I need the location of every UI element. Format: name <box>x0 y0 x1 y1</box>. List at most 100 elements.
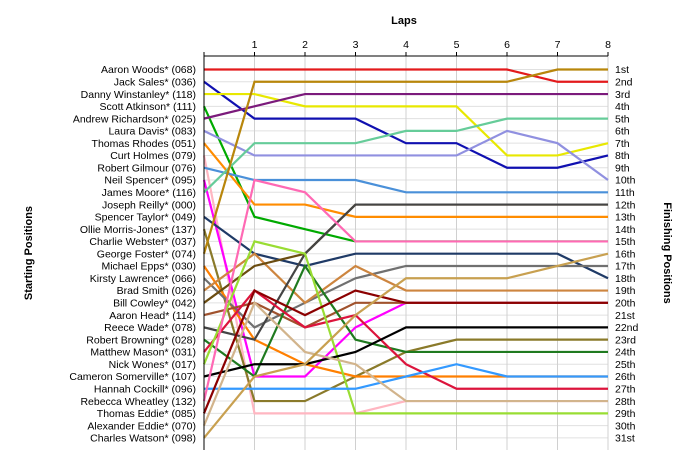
series-line-17 <box>203 252 608 305</box>
series-line-9 <box>203 166 608 194</box>
starting-label: Nick Wones* (017) <box>109 359 196 371</box>
starting-label: George Foster* (074) <box>97 248 196 260</box>
lap-tick-labels: 1 2 3 4 5 6 7 8 <box>252 39 612 51</box>
starting-label: Jack Sales* (036) <box>114 76 196 88</box>
finishing-label: 8th <box>615 150 630 162</box>
lap-tick-label: 3 <box>353 39 359 51</box>
starting-label: Thomas Eddie* (085) <box>97 408 196 420</box>
series-line-12 <box>203 215 609 280</box>
lap-tick-label: 7 <box>555 39 561 51</box>
starting-label: Michael Epps* (030) <box>101 261 196 273</box>
finishing-label: 14th <box>615 224 636 236</box>
series-line-7 <box>203 142 608 218</box>
starting-label: Robert Browning* (028) <box>86 334 196 346</box>
starting-label: Thomas Rhodes (051) <box>92 138 196 150</box>
series-line-5 <box>203 92 608 120</box>
series-line-2 <box>203 80 609 169</box>
series-line-20 <box>203 203 608 341</box>
finishing-label: 2nd <box>615 76 633 88</box>
starting-label: Brad Smith (026) <box>117 285 196 297</box>
series-line-27 <box>202 289 608 414</box>
starting-label: Andrew Richardson* (025) <box>73 113 196 125</box>
series-line-14 <box>202 68 608 255</box>
starting-label: Joseph Reilly* (000) <box>102 199 196 211</box>
left-axis-title: Starting Positions <box>23 206 35 300</box>
starting-label: Neil Spencer* (095) <box>104 175 196 187</box>
starting-label: Aaron Woods* (068) <box>101 64 196 76</box>
finishing-label: 11th <box>615 187 635 199</box>
starting-label: Bill Cowley* (042) <box>113 298 196 310</box>
finishing-label: 28th <box>615 396 636 408</box>
starting-label: Charlie Webster* (037) <box>89 236 196 248</box>
starting-position-labels: Aaron Woods* (068)Jack Sales* (036)Danny… <box>69 64 196 444</box>
finishing-label: 9th <box>615 162 630 174</box>
series-line-22 <box>203 289 608 390</box>
series-line-26 <box>202 178 608 402</box>
finishing-label: 7th <box>615 138 630 150</box>
starting-label: Matthew Mason* (031) <box>90 347 196 359</box>
lap-tick-label: 8 <box>605 39 611 51</box>
finishing-label: 30th <box>615 420 636 432</box>
finishing-label: 20th <box>615 298 636 310</box>
finishing-label: 18th <box>615 273 636 285</box>
finishing-label: 31st <box>615 433 635 445</box>
series-line-1 <box>204 68 608 83</box>
starting-label: Danny Winstanley* (118) <box>81 89 196 101</box>
finishing-label: 17th <box>615 261 636 273</box>
starting-label: Robert Gilmour (076) <box>97 162 196 174</box>
finishing-label: 25th <box>615 359 636 371</box>
series-line-6 <box>203 129 609 181</box>
finishing-label: 5th <box>615 113 630 125</box>
series-line-29 <box>203 252 609 439</box>
starting-label: Spencer Taylor* (049) <box>95 212 196 224</box>
starting-label: Scott Atkinson* (111) <box>100 101 197 113</box>
starting-label: Kirsty Lawrence* (066) <box>90 273 196 285</box>
starting-label: Reece Wade* (078) <box>104 322 196 334</box>
finishing-label: 16th <box>615 248 636 260</box>
starting-label: Aaron Head* (114) <box>109 310 196 322</box>
axis-layer <box>203 52 609 450</box>
series-line-24 <box>203 326 608 378</box>
finishing-position-labels: 1st2nd3rd4th5th6th7th8th9th10th11th12th1… <box>615 64 639 444</box>
starting-label: Hannah Cockill* (096) <box>94 383 196 395</box>
finishing-label: 22nd <box>615 322 639 334</box>
series-line-21 <box>203 263 608 379</box>
series-layer <box>202 68 609 439</box>
finishing-label: 23rd <box>615 334 636 346</box>
starting-label: Curt Holmes (079) <box>110 150 196 162</box>
lap-tick-label: 6 <box>504 39 510 51</box>
finishing-label: 12th <box>615 199 636 211</box>
finishing-label: 6th <box>615 126 630 138</box>
lap-tick-label: 5 <box>454 39 460 51</box>
starting-label: Rebecca Wheatley (132) <box>80 396 196 408</box>
finishing-label: 1st <box>615 64 629 76</box>
lap-tick-label: 4 <box>403 39 409 51</box>
series-line-3 <box>204 92 609 157</box>
finishing-label: 26th <box>615 371 636 383</box>
lap-tick-label: 2 <box>302 39 308 51</box>
lap-tick-label: 1 <box>252 39 258 51</box>
finishing-label: 24th <box>615 347 636 359</box>
finishing-label: 19th <box>615 285 636 297</box>
starting-label: James Moore* (116) <box>102 187 196 199</box>
starting-label: Ollie Morris-Jones* (137) <box>80 224 196 236</box>
finishing-label: 21st <box>615 310 635 322</box>
series-line-28 <box>202 300 608 427</box>
finishing-label: 4th <box>615 101 630 113</box>
series-line-11 <box>203 117 608 194</box>
starting-label: Cameron Somerville* (107) <box>69 371 196 383</box>
starting-label: Charles Watson* (098) <box>90 433 196 445</box>
series-line-25 <box>204 363 608 390</box>
starting-label: Laura Davis* (083) <box>108 126 196 138</box>
starting-label: Alexander Eddie* (070) <box>87 420 196 432</box>
finishing-label: 15th <box>615 236 636 248</box>
finishing-label: 27th <box>615 383 636 395</box>
finishing-label: 29th <box>615 408 636 420</box>
series-line-23 <box>202 240 608 415</box>
finishing-label: 3rd <box>615 89 630 101</box>
x-axis-title: Laps <box>391 15 417 27</box>
finishing-label: 10th <box>615 175 636 187</box>
right-axis-title: Finishing Positions <box>661 202 673 303</box>
finishing-label: 13th <box>615 212 636 224</box>
